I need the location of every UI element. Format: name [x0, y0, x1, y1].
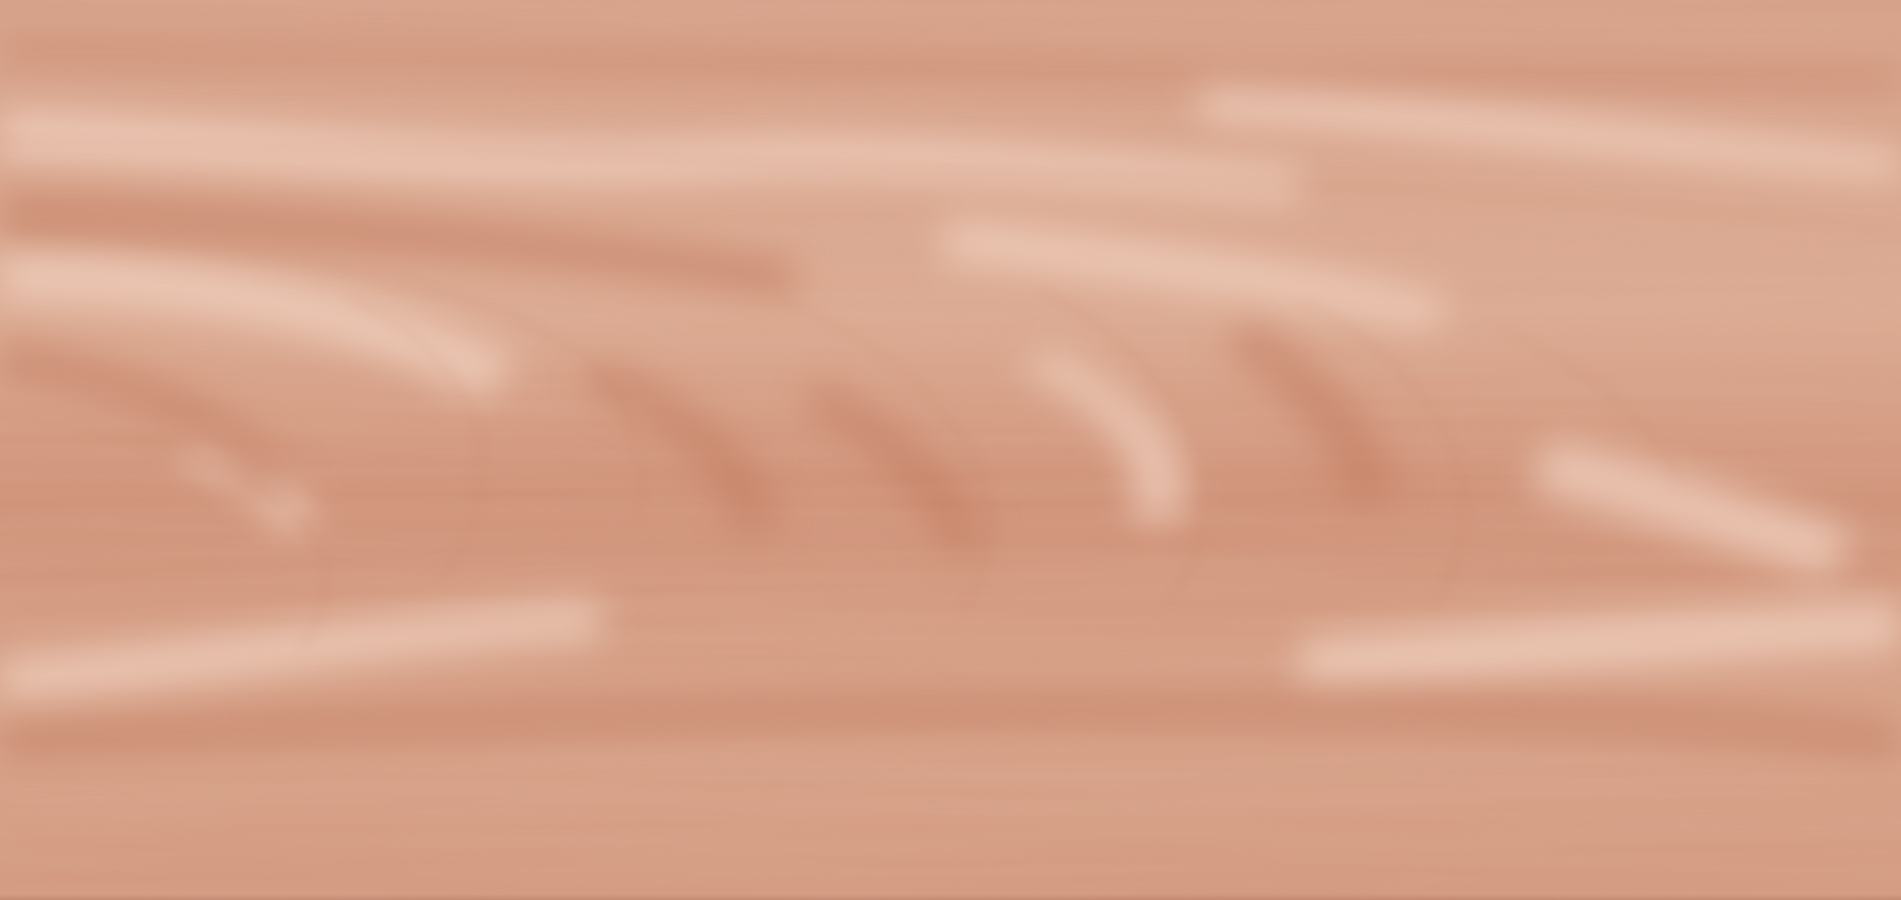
dark-bands	[0, 40, 1901, 760]
bottom-edge-shade	[0, 894, 1901, 900]
grain-lines	[0, 139, 1901, 651]
